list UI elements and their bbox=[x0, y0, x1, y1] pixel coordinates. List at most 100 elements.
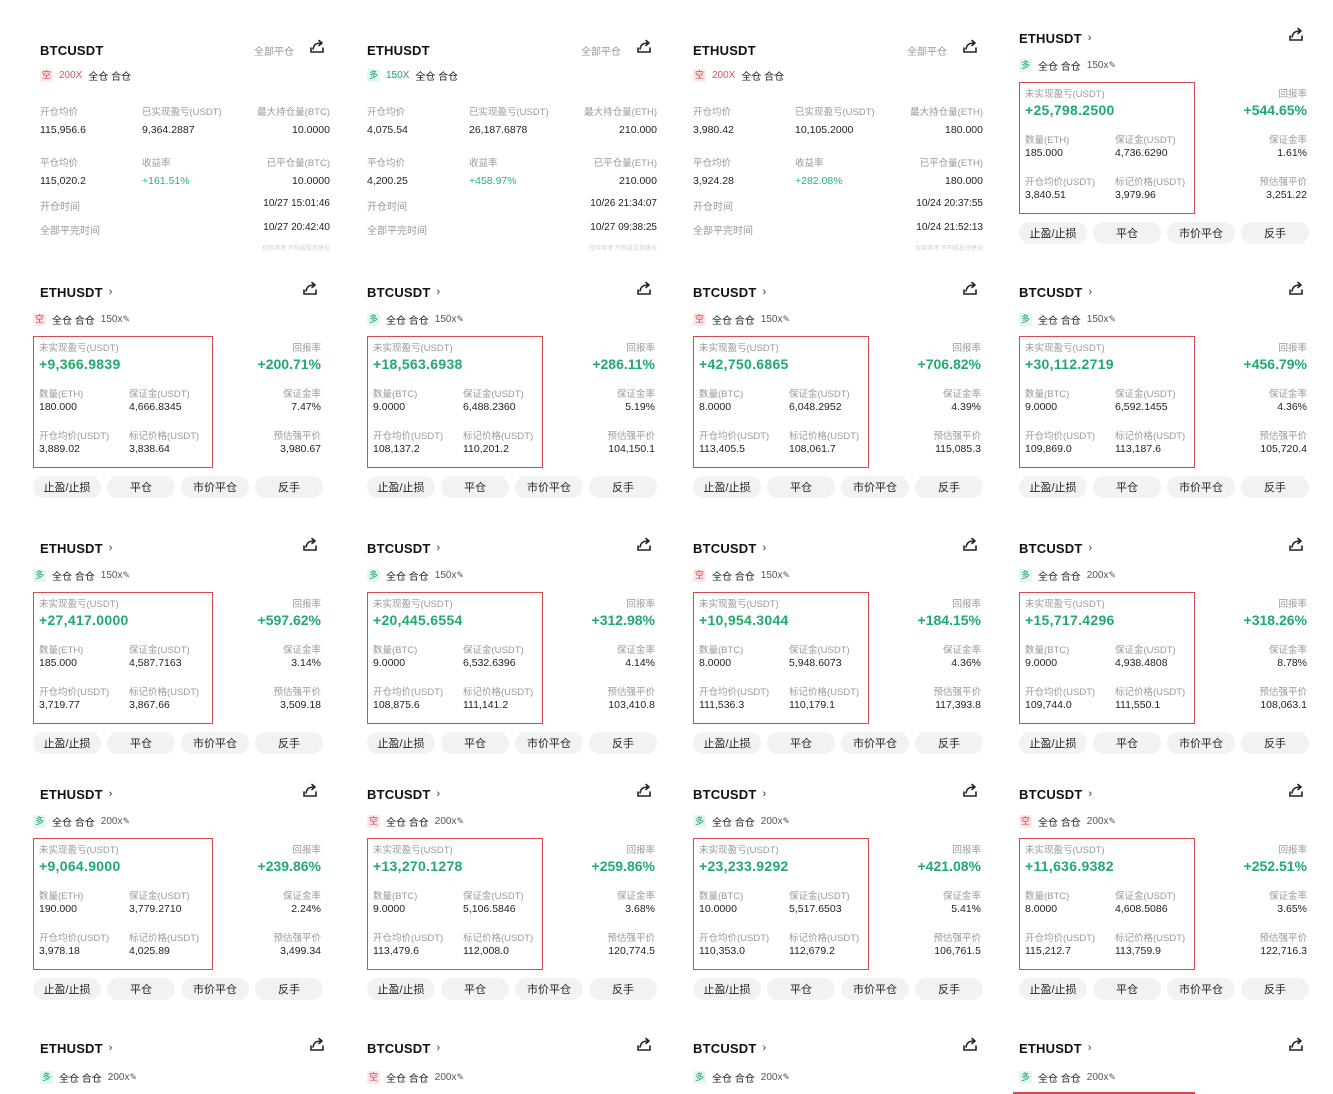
edit-leverage-icon[interactable]: ✎ bbox=[456, 816, 465, 826]
reverse-button[interactable]: 反手 bbox=[1241, 978, 1309, 1000]
reverse-button[interactable]: 反手 bbox=[589, 978, 657, 1000]
chevron-right-icon[interactable]: › bbox=[436, 788, 441, 800]
share-icon[interactable] bbox=[301, 536, 319, 554]
history-card[interactable]: ETHUSDT 全部平仓空 200X 全仓 合仓 开仓均价 3,980.42 已实现盈亏(U… bbox=[693, 38, 983, 252]
leverage-label[interactable]: 200x✎ bbox=[760, 816, 791, 827]
edit-leverage-icon[interactable]: ✎ bbox=[456, 1072, 465, 1082]
share-icon[interactable] bbox=[635, 782, 653, 800]
leverage-label[interactable]: 200x✎ bbox=[1086, 570, 1117, 581]
market-close-button[interactable]: 市价平仓 bbox=[1167, 222, 1235, 244]
close-position-button[interactable]: 平仓 bbox=[1093, 732, 1161, 754]
tpsl-button[interactable]: 止盈/止损 bbox=[367, 978, 435, 1000]
symbol-label[interactable]: ETHUSDT bbox=[693, 42, 756, 58]
close-position-button[interactable]: 平仓 bbox=[107, 978, 175, 1000]
chevron-right-icon[interactable]: › bbox=[1087, 1042, 1092, 1054]
tpsl-button[interactable]: 止盈/止损 bbox=[367, 732, 435, 754]
chevron-right-icon[interactable]: › bbox=[1087, 32, 1092, 44]
chevron-right-icon[interactable]: › bbox=[108, 1042, 113, 1054]
tpsl-button[interactable]: 止盈/止损 bbox=[33, 978, 101, 1000]
market-close-button[interactable]: 市价平仓 bbox=[1167, 978, 1235, 1000]
symbol-label[interactable]: ETHUSDT bbox=[40, 284, 103, 300]
share-icon[interactable] bbox=[961, 280, 979, 298]
leverage-label[interactable]: 150x✎ bbox=[434, 314, 465, 325]
reverse-button[interactable]: 反手 bbox=[1241, 476, 1309, 498]
share-icon[interactable] bbox=[635, 536, 653, 554]
symbol-label[interactable]: ETHUSDT bbox=[367, 42, 430, 58]
tpsl-button[interactable]: 止盈/止损 bbox=[33, 476, 101, 498]
edit-leverage-icon[interactable]: ✎ bbox=[782, 816, 791, 826]
chevron-right-icon[interactable]: › bbox=[436, 542, 441, 554]
symbol-label[interactable]: ETHUSDT bbox=[1019, 30, 1082, 46]
position-card-partial[interactable]: ETHUSDT › 多全仓 合仓 200x✎ bbox=[1013, 1037, 1309, 1094]
tpsl-button[interactable]: 止盈/止损 bbox=[1019, 978, 1087, 1000]
reverse-button[interactable]: 反手 bbox=[915, 732, 983, 754]
position-card-partial[interactable]: BTCUSDT › 多全仓 合仓 200x✎ bbox=[693, 1037, 983, 1094]
share-icon[interactable] bbox=[635, 38, 653, 56]
reverse-button[interactable]: 反手 bbox=[255, 476, 323, 498]
position-card[interactable]: BTCUSDT › 多全仓 合仓 200x✎ 未实现盈亏(USDT) +15,717.42… bbox=[1019, 536, 1309, 760]
close-position-button[interactable]: 平仓 bbox=[767, 732, 835, 754]
edit-leverage-icon[interactable]: ✎ bbox=[122, 570, 131, 580]
symbol-label[interactable]: BTCUSDT bbox=[693, 786, 757, 802]
symbol-label[interactable]: BTCUSDT bbox=[367, 284, 431, 300]
share-icon[interactable] bbox=[301, 280, 319, 298]
chevron-right-icon[interactable]: › bbox=[762, 286, 767, 298]
chevron-right-icon[interactable]: › bbox=[1088, 286, 1093, 298]
market-close-button[interactable]: 市价平仓 bbox=[1167, 732, 1235, 754]
leverage-label[interactable]: 200x✎ bbox=[760, 1072, 791, 1083]
edit-leverage-icon[interactable]: ✎ bbox=[1108, 1072, 1117, 1082]
position-card[interactable]: ETHUSDT › 空全仓 合仓 150x✎ 未实现盈亏(USDT) +9,366.983… bbox=[33, 280, 323, 504]
chevron-right-icon[interactable]: › bbox=[762, 542, 767, 554]
reverse-button[interactable]: 反手 bbox=[915, 978, 983, 1000]
market-close-button[interactable]: 市价平仓 bbox=[841, 978, 909, 1000]
history-card[interactable]: ETHUSDT 全部平仓多 150X 全仓 合仓 开仓均价 4,075.54 已实现盈亏(U… bbox=[367, 38, 657, 252]
reverse-button[interactable]: 反手 bbox=[1241, 732, 1309, 754]
edit-leverage-icon[interactable]: ✎ bbox=[782, 314, 791, 324]
market-close-button[interactable]: 市价平仓 bbox=[515, 476, 583, 498]
edit-leverage-icon[interactable]: ✎ bbox=[782, 570, 791, 580]
position-card[interactable]: ETHUSDT › 多全仓 合仓 200x✎ 未实现盈亏(USDT) +9,064.900… bbox=[33, 783, 323, 1006]
chevron-right-icon[interactable]: › bbox=[1088, 542, 1093, 554]
reverse-button[interactable]: 反手 bbox=[589, 476, 657, 498]
leverage-label[interactable]: 200x✎ bbox=[1086, 1072, 1117, 1083]
position-card[interactable]: ETHUSDT › 多全仓 合仓 150x✎ 未实现盈亏(USDT) +25,798.25… bbox=[1019, 27, 1309, 250]
symbol-label[interactable]: BTCUSDT bbox=[693, 1040, 757, 1056]
share-icon[interactable] bbox=[961, 782, 979, 800]
close-position-button[interactable]: 平仓 bbox=[1093, 222, 1161, 244]
tpsl-button[interactable]: 止盈/止损 bbox=[693, 476, 761, 498]
chevron-right-icon[interactable]: › bbox=[762, 788, 767, 800]
close-position-button[interactable]: 平仓 bbox=[767, 978, 835, 1000]
edit-leverage-icon[interactable]: ✎ bbox=[1108, 60, 1117, 70]
reverse-button[interactable]: 反手 bbox=[255, 978, 323, 1000]
reverse-button[interactable]: 反手 bbox=[1241, 222, 1309, 244]
position-card-partial[interactable]: BTCUSDT › 空全仓 合仓 200x✎ bbox=[367, 1037, 657, 1094]
symbol-label[interactable]: BTCUSDT bbox=[1019, 540, 1083, 556]
share-icon[interactable] bbox=[961, 38, 979, 56]
chevron-right-icon[interactable]: › bbox=[108, 542, 113, 554]
share-icon[interactable] bbox=[961, 536, 979, 554]
close-position-button[interactable]: 平仓 bbox=[1093, 978, 1161, 1000]
position-card[interactable]: ETHUSDT › 多全仓 合仓 150x✎ 未实现盈亏(USDT) +27,417.00… bbox=[33, 536, 323, 760]
close-position-button[interactable]: 平仓 bbox=[441, 978, 509, 1000]
leverage-label[interactable]: 150x✎ bbox=[100, 570, 131, 581]
history-card[interactable]: BTCUSDT 全部平仓空 200X 全仓 合仓 开仓均价 115,956.6 已实现盈亏(… bbox=[40, 39, 330, 252]
market-close-button[interactable]: 市价平仓 bbox=[181, 978, 249, 1000]
tpsl-button[interactable]: 止盈/止损 bbox=[367, 476, 435, 498]
tpsl-button[interactable]: 止盈/止损 bbox=[1019, 222, 1087, 244]
market-close-button[interactable]: 市价平仓 bbox=[181, 732, 249, 754]
position-card-partial[interactable]: ETHUSDT › 多全仓 合仓 200x✎ bbox=[40, 1037, 330, 1094]
tpsl-button[interactable]: 止盈/止损 bbox=[693, 732, 761, 754]
reverse-button[interactable]: 反手 bbox=[255, 732, 323, 754]
position-card[interactable]: BTCUSDT › 空全仓 合仓 200x✎ 未实现盈亏(USDT) +11,636.93… bbox=[1019, 783, 1309, 1006]
edit-leverage-icon[interactable]: ✎ bbox=[1108, 314, 1117, 324]
symbol-label[interactable]: BTCUSDT bbox=[693, 284, 757, 300]
market-close-button[interactable]: 市价平仓 bbox=[841, 476, 909, 498]
tpsl-button[interactable]: 止盈/止损 bbox=[693, 978, 761, 1000]
leverage-label[interactable]: 150x✎ bbox=[760, 314, 791, 325]
edit-leverage-icon[interactable]: ✎ bbox=[456, 314, 465, 324]
close-position-button[interactable]: 平仓 bbox=[1093, 476, 1161, 498]
edit-leverage-icon[interactable]: ✎ bbox=[122, 314, 131, 324]
chevron-right-icon[interactable]: › bbox=[108, 286, 113, 298]
chevron-right-icon[interactable]: › bbox=[436, 286, 441, 298]
share-icon[interactable] bbox=[1287, 536, 1305, 554]
